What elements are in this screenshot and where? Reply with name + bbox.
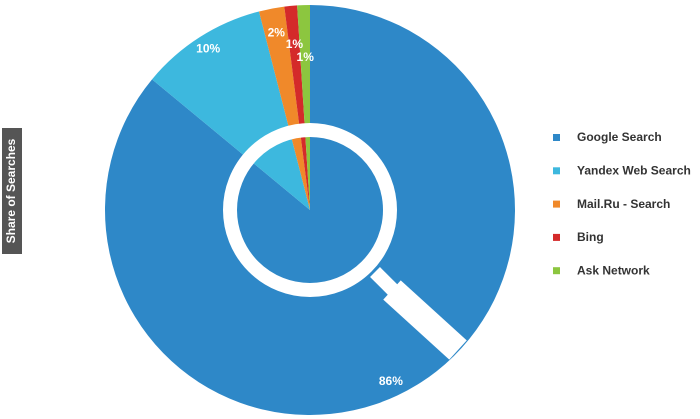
legend-marker xyxy=(553,167,560,175)
pie-slice xyxy=(152,11,310,211)
legend: Google Search Yandex Web Search Mail.Ru - … xyxy=(553,130,691,277)
legend-marker xyxy=(553,267,560,275)
data-labels: 86%10%2%1%1% xyxy=(196,25,403,388)
y-axis-label: Share of Searches xyxy=(4,138,18,243)
data-label: 10% xyxy=(196,42,220,56)
legend-label: Bing xyxy=(577,230,604,244)
legend-label: Google Search xyxy=(577,130,662,144)
legend-label: Ask Network xyxy=(577,263,650,277)
legend-marker xyxy=(553,134,560,141)
pie-slice xyxy=(297,5,310,210)
data-label: 1% xyxy=(286,37,304,51)
data-label: 86% xyxy=(379,374,403,388)
legend-label: Yandex Web Search xyxy=(577,163,691,177)
pie-slice xyxy=(259,6,310,211)
data-label: 2% xyxy=(268,25,286,39)
legend-marker xyxy=(553,233,560,241)
legend-label: Mail.Ru - Search xyxy=(577,197,670,211)
axis-label-box xyxy=(2,128,22,254)
magnifier xyxy=(223,123,467,360)
data-label: 1% xyxy=(297,50,315,64)
pie-slice xyxy=(284,5,310,210)
legend-marker xyxy=(553,200,560,208)
